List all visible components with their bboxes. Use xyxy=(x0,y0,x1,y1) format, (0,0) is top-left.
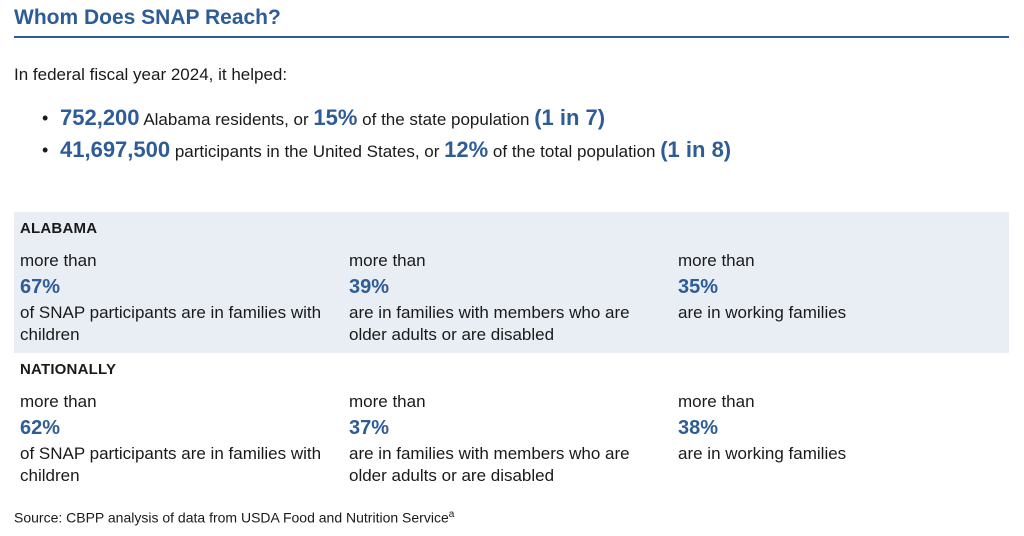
section-heading: NATIONALLY xyxy=(20,361,117,378)
stat-description: are in working families xyxy=(678,444,847,463)
bullet-text: Alabama residents, or xyxy=(139,110,314,129)
bullet-number: 41,697,500 xyxy=(60,137,171,162)
stat-block: more than 35% are in working families xyxy=(678,250,998,324)
stat-value: 39% xyxy=(349,276,390,298)
stat-description: of SNAP participants are in families wit… xyxy=(20,444,322,485)
stat-block: more than 37% are in families with membe… xyxy=(349,391,669,487)
stat-prefix: more than xyxy=(349,251,426,270)
stat-value: 62% xyxy=(20,417,61,439)
bullet-ratio: (1 in 7) xyxy=(534,105,606,130)
stat-prefix: more than xyxy=(20,392,97,411)
stat-value: 35% xyxy=(678,276,719,298)
stat-block: more than 67% of SNAP participants are i… xyxy=(20,250,340,346)
stat-value: 37% xyxy=(349,417,390,439)
source-text: Source: CBPP analysis of data from USDA … xyxy=(14,509,449,526)
stat-prefix: more than xyxy=(349,392,426,411)
stat-description: are in families with members who are old… xyxy=(349,444,630,485)
page-title: Whom Does SNAP Reach? xyxy=(14,6,281,29)
stat-prefix: more than xyxy=(20,251,97,270)
stat-prefix: more than xyxy=(678,251,755,270)
stat-description: are in families with members who are old… xyxy=(349,303,630,344)
bullet-alabama: 752,200 Alabama residents, or 15% of the… xyxy=(40,103,760,135)
source-note: Source: CBPP analysis of data from USDA … xyxy=(14,509,454,526)
section-heading: ALABAMA xyxy=(20,220,98,237)
bullet-percent: 12% xyxy=(444,137,489,162)
stat-description: of SNAP participants are in families wit… xyxy=(20,303,322,344)
stat-block: more than 62% of SNAP participants are i… xyxy=(20,391,340,487)
title-divider xyxy=(14,36,1009,38)
bullet-ratio: (1 in 8) xyxy=(660,137,732,162)
stat-block: more than 39% are in families with membe… xyxy=(349,250,669,346)
alabama-section: ALABAMA more than 67% of SNAP participan… xyxy=(14,212,1009,353)
bullet-number: 752,200 xyxy=(60,105,140,130)
bullet-national: 41,697,500 participants in the United St… xyxy=(40,135,760,167)
stat-block: more than 38% are in working families xyxy=(678,391,998,465)
national-section: NATIONALLY more than 62% of SNAP partici… xyxy=(14,353,1009,495)
reach-bullet-list: 752,200 Alabama residents, or 15% of the… xyxy=(40,103,760,167)
stat-value: 67% xyxy=(20,276,61,298)
bullet-text: of the state population xyxy=(357,110,535,129)
bullet-percent: 15% xyxy=(313,105,358,130)
stat-description: are in working families xyxy=(678,303,847,322)
bullet-text: participants in the United States, or xyxy=(170,142,445,161)
footnote-marker: a xyxy=(448,509,455,520)
stat-prefix: more than xyxy=(678,392,755,411)
intro-text: In federal fiscal year 2024, it helped: xyxy=(14,65,288,84)
bullet-text: of the total population xyxy=(488,142,661,161)
stat-value: 38% xyxy=(678,417,719,439)
